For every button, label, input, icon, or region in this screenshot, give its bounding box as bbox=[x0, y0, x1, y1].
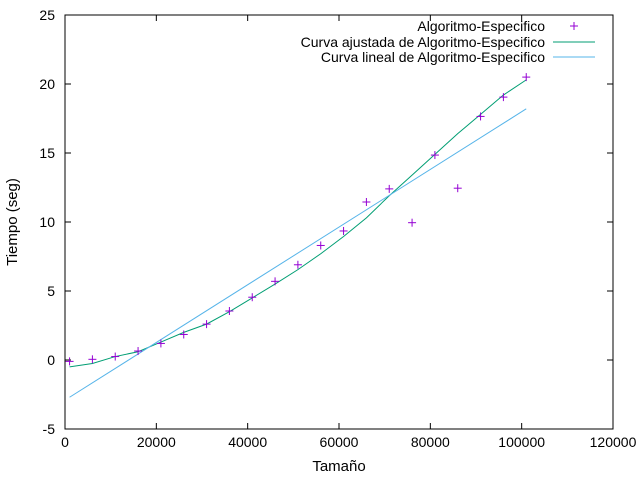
x-axis-label: Tamaño bbox=[312, 458, 365, 475]
y-tick-label: 10 bbox=[39, 214, 55, 230]
y-tick-label: 5 bbox=[47, 283, 55, 299]
data-point bbox=[316, 241, 325, 250]
data-point bbox=[293, 260, 302, 269]
y-tick-label: -5 bbox=[43, 421, 56, 437]
x-tick-label: 60000 bbox=[320, 434, 359, 450]
y-tick-label: 25 bbox=[39, 7, 55, 23]
data-point bbox=[453, 184, 462, 193]
data-point bbox=[248, 293, 257, 302]
x-tick-label: 20000 bbox=[137, 434, 176, 450]
data-point bbox=[385, 184, 394, 193]
data-point bbox=[339, 226, 348, 235]
plot-frame bbox=[64, 14, 614, 430]
y-axis-label: Tiempo (seg) bbox=[4, 178, 21, 266]
x-tick-label: 0 bbox=[61, 434, 69, 450]
x-tick-label: 40000 bbox=[228, 434, 267, 450]
data-point bbox=[408, 218, 417, 227]
data-point bbox=[476, 112, 485, 121]
data-point bbox=[156, 339, 165, 348]
x-axis-ticks: 0 20000 40000 60000 80000 100000 120000 bbox=[61, 15, 637, 450]
data-point bbox=[362, 197, 371, 206]
y-tick-label: 15 bbox=[39, 145, 55, 161]
legend-marker-points bbox=[570, 22, 578, 30]
legend-label: Algoritmo-Especifico bbox=[417, 18, 545, 34]
y-tick-label: 20 bbox=[39, 76, 55, 92]
y-tick-label: 0 bbox=[47, 352, 55, 368]
data-point bbox=[202, 320, 211, 329]
x-tick-label: 100000 bbox=[498, 434, 545, 450]
data-point bbox=[65, 357, 74, 366]
series-layer bbox=[65, 73, 531, 398]
fitted-curve-line bbox=[69, 79, 527, 368]
data-point bbox=[111, 352, 120, 361]
x-tick-label: 80000 bbox=[411, 434, 450, 450]
data-point bbox=[179, 330, 188, 339]
y-axis-ticks: -5 0 5 10 15 20 25 bbox=[39, 7, 613, 437]
data-point bbox=[499, 93, 508, 102]
x-tick-label: 120000 bbox=[590, 434, 637, 450]
data-point bbox=[430, 151, 439, 160]
data-point bbox=[134, 347, 143, 356]
data-point bbox=[88, 355, 97, 364]
legend-label: Curva ajustada de Algoritmo-Especifico bbox=[301, 34, 546, 50]
data-point bbox=[522, 73, 531, 82]
data-point bbox=[225, 307, 234, 316]
data-point bbox=[271, 277, 280, 286]
legend-label: Curva lineal de Algoritmo-Especifico bbox=[321, 49, 545, 65]
linear-fit-line bbox=[69, 108, 527, 398]
